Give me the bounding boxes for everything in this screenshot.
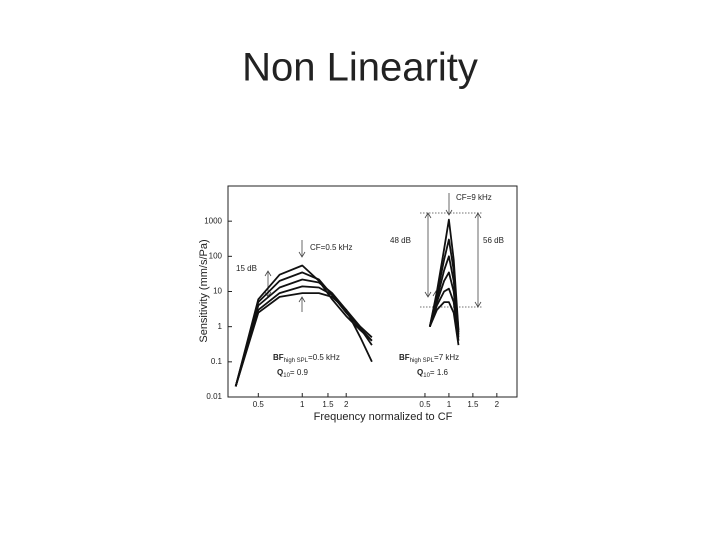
x-tick-label: 1	[447, 400, 452, 409]
annotation-text: 15 dB	[236, 264, 257, 273]
annotation: 56 dB	[483, 236, 504, 245]
annotation: 48 dB	[390, 236, 411, 245]
annotation-text: Q	[417, 368, 423, 377]
y-tick-label: 100	[209, 251, 223, 260]
x-tick-label: 1.5	[322, 400, 334, 409]
curve	[234, 285, 373, 387]
annotation: CF=9 kHz	[456, 193, 492, 202]
annotation-text: CF=0.5 kHz	[310, 243, 352, 252]
x-tick-label: 2	[495, 400, 500, 409]
annotation-text: =7 kHz	[434, 353, 459, 362]
curve	[428, 287, 460, 341]
annotation: Q10= 1.6	[417, 368, 448, 379]
annotation-text: BF	[399, 353, 410, 362]
annotation-text: Q	[277, 368, 283, 377]
annotation-subscript: high SPL	[284, 358, 309, 364]
annotation: 15 dB	[236, 264, 257, 273]
plot-frame	[227, 185, 518, 398]
annotation-text: 56 dB	[483, 236, 504, 245]
x-axis-label: Frequency normalized to CF	[314, 411, 453, 423]
annotation-subscript: high SPL	[410, 358, 435, 364]
annotation-text: = 1.6	[430, 368, 449, 377]
x-tick-label: 1	[300, 400, 305, 409]
x-tick-label: 0.5	[419, 400, 431, 409]
annotation: Q10= 0.9	[277, 368, 308, 379]
y-tick-label: 0.1	[211, 357, 223, 366]
y-tick-label: 10	[213, 287, 222, 296]
curve	[234, 264, 373, 387]
y-tick-label: 1000	[204, 216, 222, 225]
curve	[234, 292, 373, 387]
annotation-text: = 0.9	[290, 368, 309, 377]
y-axis-label: Sensitivity (mm/s/Pa)	[198, 239, 210, 342]
annotation-text: 48 dB	[390, 236, 411, 245]
x-tick-label: 1.5	[467, 400, 479, 409]
y-tick-label: 1	[218, 322, 223, 331]
y-tick-label: 0.01	[206, 392, 222, 401]
x-tick-label: 0.5	[253, 400, 265, 409]
x-tick-label: 2	[344, 400, 349, 409]
slide-title: Non Linearity	[242, 46, 478, 90]
annotation-text: BF	[273, 353, 284, 362]
annotation-subscript: 10	[423, 373, 430, 379]
annotation-text: CF=9 kHz	[456, 193, 492, 202]
curve	[428, 301, 460, 346]
annotation: BFhigh SPL=7 kHz	[399, 353, 459, 364]
annotation: CF=0.5 kHz	[310, 243, 352, 252]
annotation-text: =0.5 kHz	[308, 353, 340, 362]
annotation-subscript: 10	[283, 373, 290, 379]
annotation: BFhigh SPL=0.5 kHz	[273, 353, 340, 364]
